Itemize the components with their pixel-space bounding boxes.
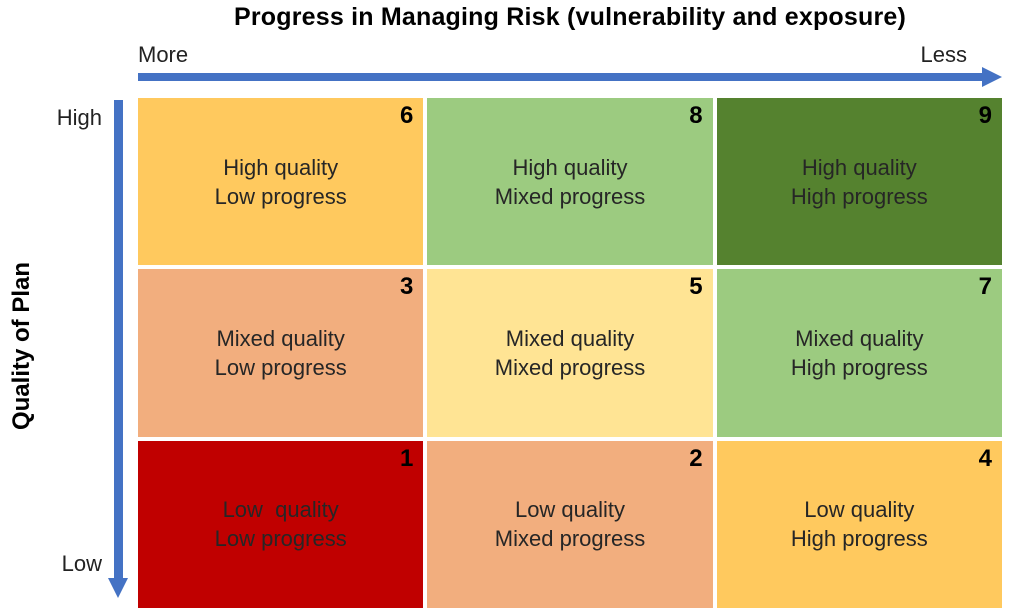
matrix-cell-low-quality-high-progress: 4 Low quality High progress [716, 440, 1002, 608]
cell-number: 9 [978, 102, 992, 129]
cell-label-line1: Mixed quality [795, 325, 924, 351]
cell-label-line1: High quality [512, 154, 628, 180]
cell-label-line2: Low progress [214, 526, 347, 552]
cell-number: 3 [399, 273, 414, 301]
matrix-cell-mixed-quality-high-progress: 7 Mixed quality High progress [716, 269, 1002, 437]
cell-number: 5 [689, 273, 703, 301]
cell-label-line1: High quality [801, 154, 917, 180]
cell-label-line1: Low quality [804, 497, 915, 523]
x-axis-label-less: Less [920, 42, 967, 67]
matrix-cell-mixed-quality-mixed-progress: 5 Mixed quality Mixed progress [427, 269, 713, 437]
matrix-cell-high-quality-high-progress: 9 High quality High progress [716, 98, 1002, 266]
cell-label-line2: High progress [790, 354, 928, 380]
matrix-cell-high-quality-low-progress: 6 High quality Low progress [138, 98, 424, 266]
x-axis-label-more: More [138, 42, 189, 67]
cell-label-line1: High quality [223, 154, 339, 180]
cell-number: 4 [978, 444, 992, 472]
cell-number: 1 [399, 444, 414, 472]
cell-label-line2: Mixed progress [494, 526, 646, 552]
matrix-grid: 6 High quality Low progress 8 High quali… [138, 98, 1002, 608]
cell-number: 2 [689, 444, 703, 472]
y-axis-arrowhead-icon [108, 578, 128, 598]
cell-label-line1: Low quality [222, 497, 339, 523]
cell-label-line2: Mixed progress [494, 183, 646, 209]
figure-title: Progress in Managing Risk (vulnerability… [233, 3, 907, 31]
y-axis-label-high: High [56, 105, 102, 130]
matrix-cell-mixed-quality-low-progress: 3 Mixed quality Low progress [138, 269, 424, 437]
y-axis-arrow-line [114, 100, 123, 578]
y-axis-title: Quality of Plan [8, 261, 35, 431]
matrix-cell-low-quality-mixed-progress: 2 Low quality Mixed progress [427, 440, 713, 608]
x-axis-arrow-line [138, 73, 984, 81]
x-axis-arrowhead-icon [982, 67, 1002, 87]
cell-number: 7 [978, 273, 992, 301]
matrix-cell-high-quality-mixed-progress: 8 High quality Mixed progress [427, 98, 713, 266]
cell-number: 8 [689, 102, 703, 129]
cell-label-line2: High progress [790, 183, 928, 209]
cell-number: 6 [399, 102, 414, 129]
matrix-cell-low-quality-low-progress: 1 Low quality Low progress [138, 440, 424, 608]
cell-label-line2: Mixed progress [494, 354, 646, 380]
cell-label-line1: Mixed quality [216, 325, 345, 351]
y-axis-label-low: Low [61, 551, 102, 576]
cell-label-line1: Mixed quality [505, 325, 635, 351]
cell-label-line1: Low quality [514, 497, 626, 523]
cell-label-line2: Low progress [214, 183, 347, 209]
cell-label-line2: Low progress [214, 354, 347, 380]
cell-label-line2: High progress [790, 526, 928, 552]
